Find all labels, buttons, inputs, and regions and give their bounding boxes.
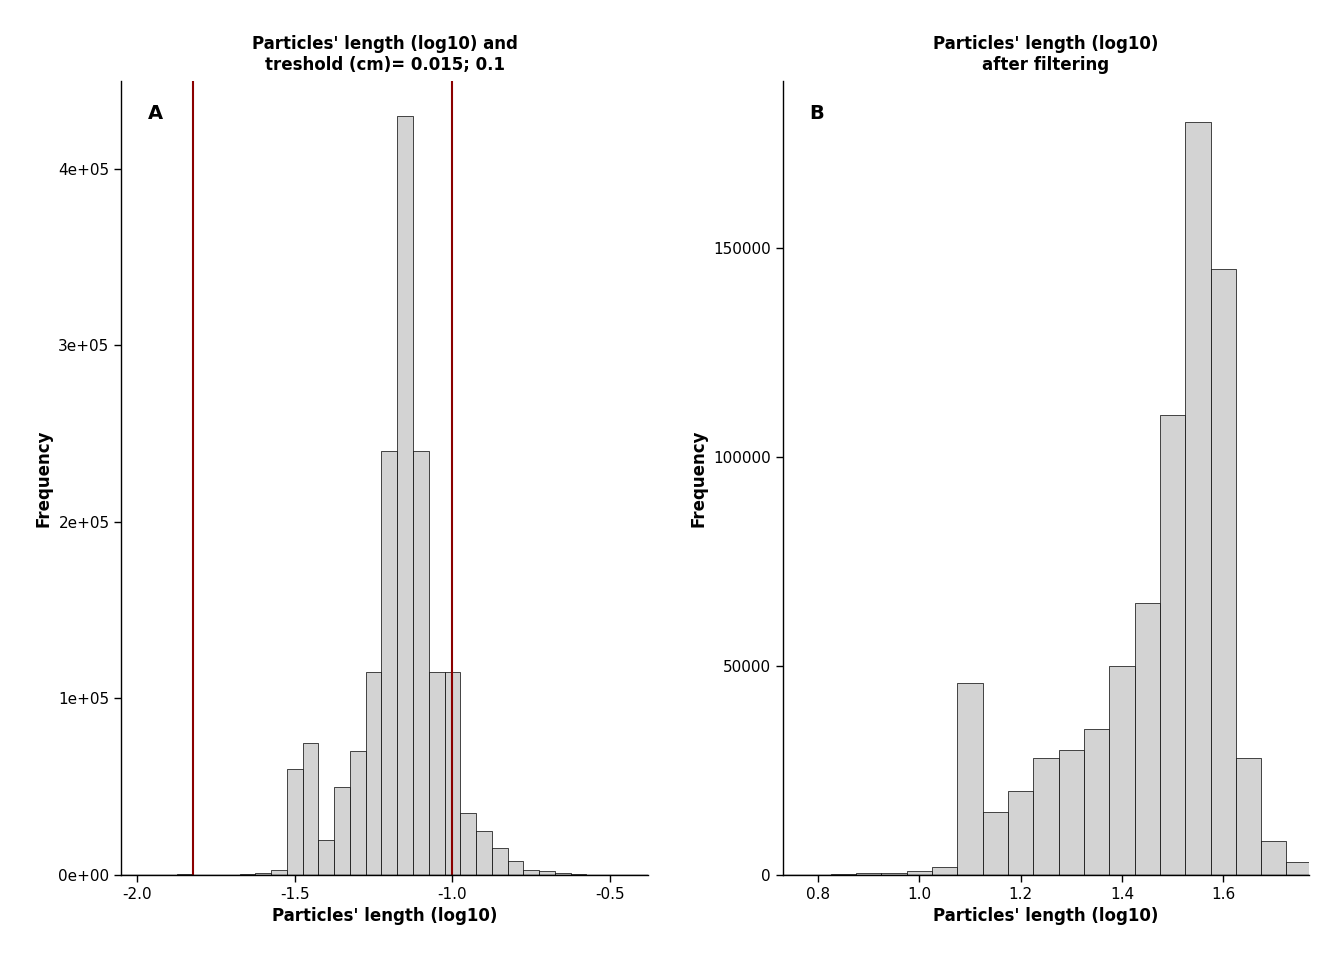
Bar <box>907 871 931 875</box>
Bar <box>1034 757 1059 875</box>
Bar <box>523 870 539 875</box>
Bar <box>286 769 302 875</box>
Bar <box>1211 269 1236 875</box>
Bar <box>398 116 413 875</box>
Bar <box>1085 729 1109 875</box>
Bar <box>429 672 445 875</box>
Text: B: B <box>809 105 824 124</box>
X-axis label: Particles' length (log10): Particles' length (log10) <box>271 907 497 925</box>
Title: Particles' length (log10)
after filtering: Particles' length (log10) after filterin… <box>933 35 1159 74</box>
Bar <box>555 874 571 875</box>
Bar <box>271 870 286 875</box>
Bar <box>982 812 1008 875</box>
Bar <box>382 451 398 875</box>
Bar <box>1160 415 1185 875</box>
Bar <box>319 840 335 875</box>
Bar <box>1059 750 1085 875</box>
Bar <box>931 867 957 875</box>
Bar <box>255 874 271 875</box>
Bar <box>1261 842 1286 875</box>
Bar <box>476 830 492 875</box>
Bar <box>1008 791 1034 875</box>
Bar <box>1109 666 1134 875</box>
Y-axis label: Frequency: Frequency <box>689 429 707 526</box>
X-axis label: Particles' length (log10): Particles' length (log10) <box>933 907 1159 925</box>
Bar <box>349 752 366 875</box>
Bar <box>1236 757 1261 875</box>
Bar <box>366 672 382 875</box>
Bar <box>1134 603 1160 875</box>
Bar <box>492 849 508 875</box>
Bar <box>445 672 460 875</box>
Y-axis label: Frequency: Frequency <box>35 429 52 526</box>
Bar <box>413 451 429 875</box>
Bar <box>539 872 555 875</box>
Bar <box>302 742 319 875</box>
Bar <box>1286 862 1312 875</box>
Bar <box>335 786 349 875</box>
Bar <box>856 873 882 875</box>
Bar <box>1185 123 1211 875</box>
Bar <box>460 813 476 875</box>
Title: Particles' length (log10) and
treshold (cm)= 0.015; 0.1: Particles' length (log10) and treshold (… <box>251 35 517 74</box>
Bar <box>508 861 523 875</box>
Bar <box>957 683 982 875</box>
Text: A: A <box>148 105 163 124</box>
Bar <box>882 873 907 875</box>
